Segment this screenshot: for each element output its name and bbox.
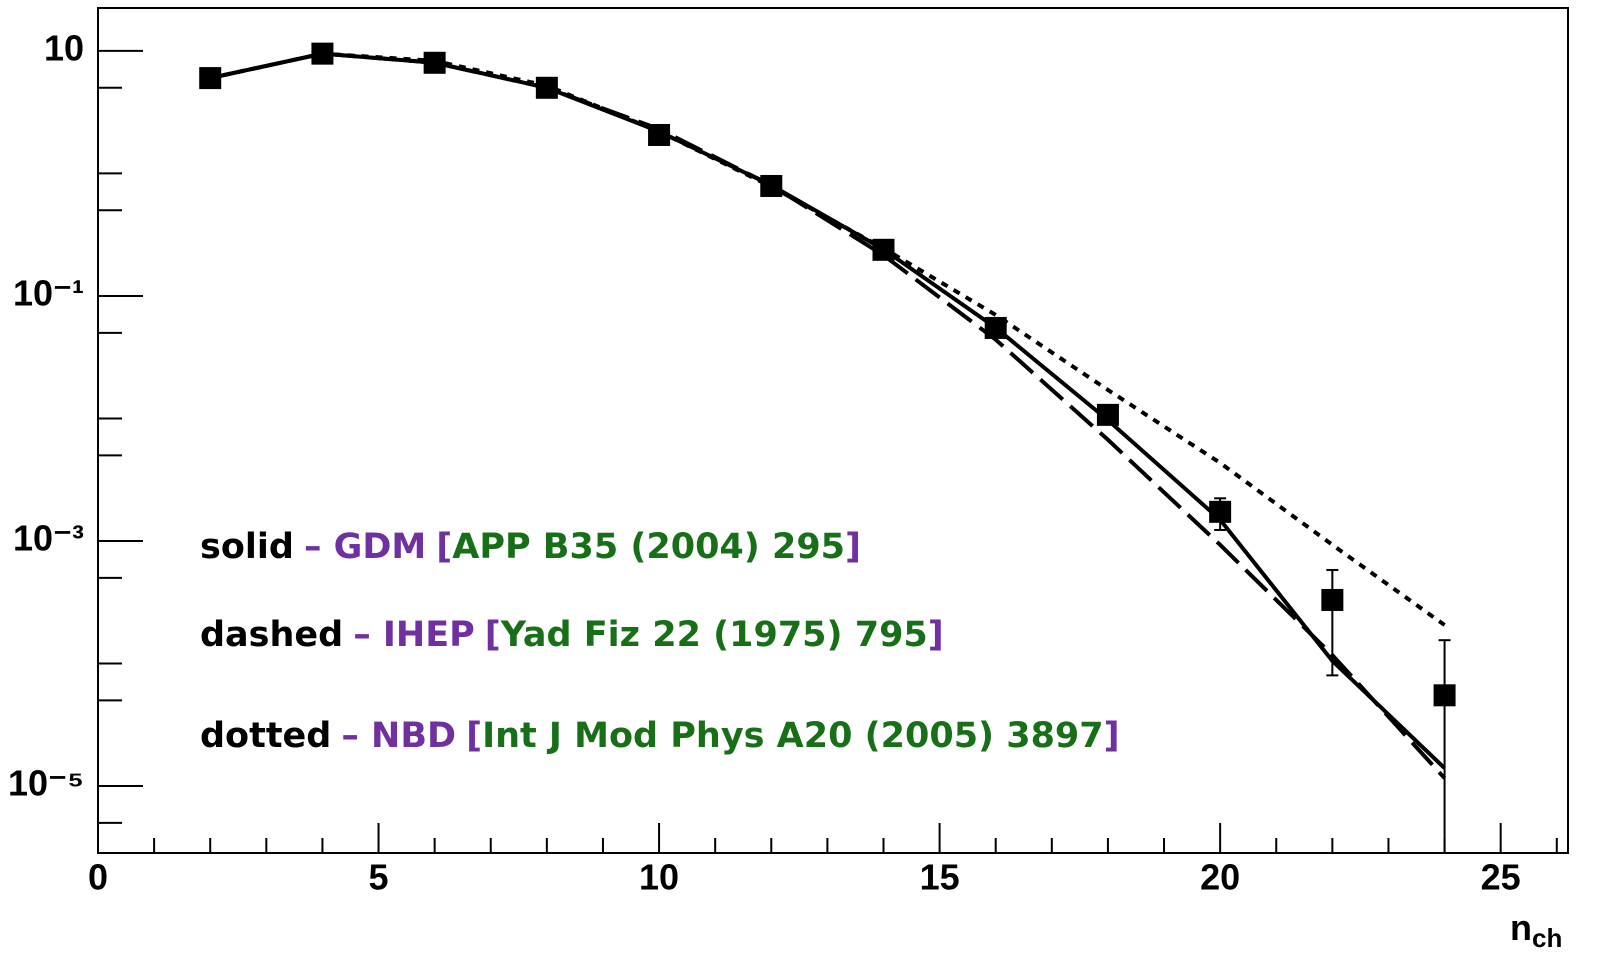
- data-point: [1096, 403, 1119, 426]
- data-point: [1433, 684, 1456, 707]
- legend-reference: APP B35 (2004) 295: [452, 527, 845, 567]
- data-point: [423, 51, 446, 74]
- error-bar: [1326, 568, 1339, 677]
- x-axis-label: nch: [1510, 907, 1562, 953]
- data-point: [872, 238, 895, 261]
- x-axis-label-sub: ch: [1532, 923, 1562, 953]
- legend-bracket: ]: [1104, 716, 1120, 756]
- legend-style: dotted: [200, 716, 331, 756]
- data-point: [199, 67, 222, 90]
- x-axis-label-main: n: [1510, 907, 1532, 948]
- y-tick-label: 10: [44, 27, 84, 68]
- data-point: [535, 76, 558, 99]
- x-tick-label: 10: [639, 857, 679, 898]
- legend-entry: dotted – NBD [Int J Mod Phys A20 (2005) 38…: [200, 716, 1120, 756]
- x-tick-label: 25: [1481, 857, 1521, 898]
- x-tick-label: 20: [1200, 857, 1240, 898]
- curve-dotted: [209, 51, 1446, 627]
- y-tick-label: 10⁻¹: [13, 272, 84, 313]
- curve-solid: [209, 51, 1446, 770]
- legend-model: – GDM: [304, 527, 426, 567]
- legend-style: solid: [200, 527, 294, 567]
- legend-reference: Yad Fiz 22 (1975) 795: [500, 615, 928, 655]
- data-point: [648, 123, 671, 146]
- x-tick-label: 5: [369, 857, 389, 898]
- legend-bracket: [: [436, 527, 452, 567]
- y-tick-label: 10⁻³: [13, 518, 84, 559]
- legend-entry: solid – GDM [APP B35 (2004) 295]: [200, 527, 861, 567]
- curve-dashed: [209, 51, 1447, 780]
- data-point: [1321, 588, 1344, 611]
- legend-model: – IHEP: [353, 615, 475, 655]
- legend-bracket: [: [485, 615, 501, 655]
- y-tick-label: 10⁻⁵: [8, 763, 84, 804]
- data-point: [760, 174, 783, 197]
- data-point: [1209, 500, 1232, 523]
- x-tick-label: 15: [920, 857, 960, 898]
- legend-bracket: [: [466, 716, 482, 756]
- legend-bracket: ]: [928, 615, 944, 655]
- legend-entry: dashed – IHEP [Yad Fiz 22 (1975) 795]: [200, 615, 944, 655]
- x-tick-label: 0: [88, 857, 108, 898]
- error-bar: [1438, 639, 1451, 853]
- legend-reference: Int J Mod Phys A20 (2005) 3897: [482, 716, 1104, 756]
- legend-model: – NBD: [341, 716, 456, 756]
- data-point: [984, 316, 1007, 339]
- legend-style: dashed: [200, 615, 343, 655]
- plot-frame: [97, 7, 1569, 854]
- legend-bracket: ]: [845, 527, 861, 567]
- data-point: [311, 42, 334, 65]
